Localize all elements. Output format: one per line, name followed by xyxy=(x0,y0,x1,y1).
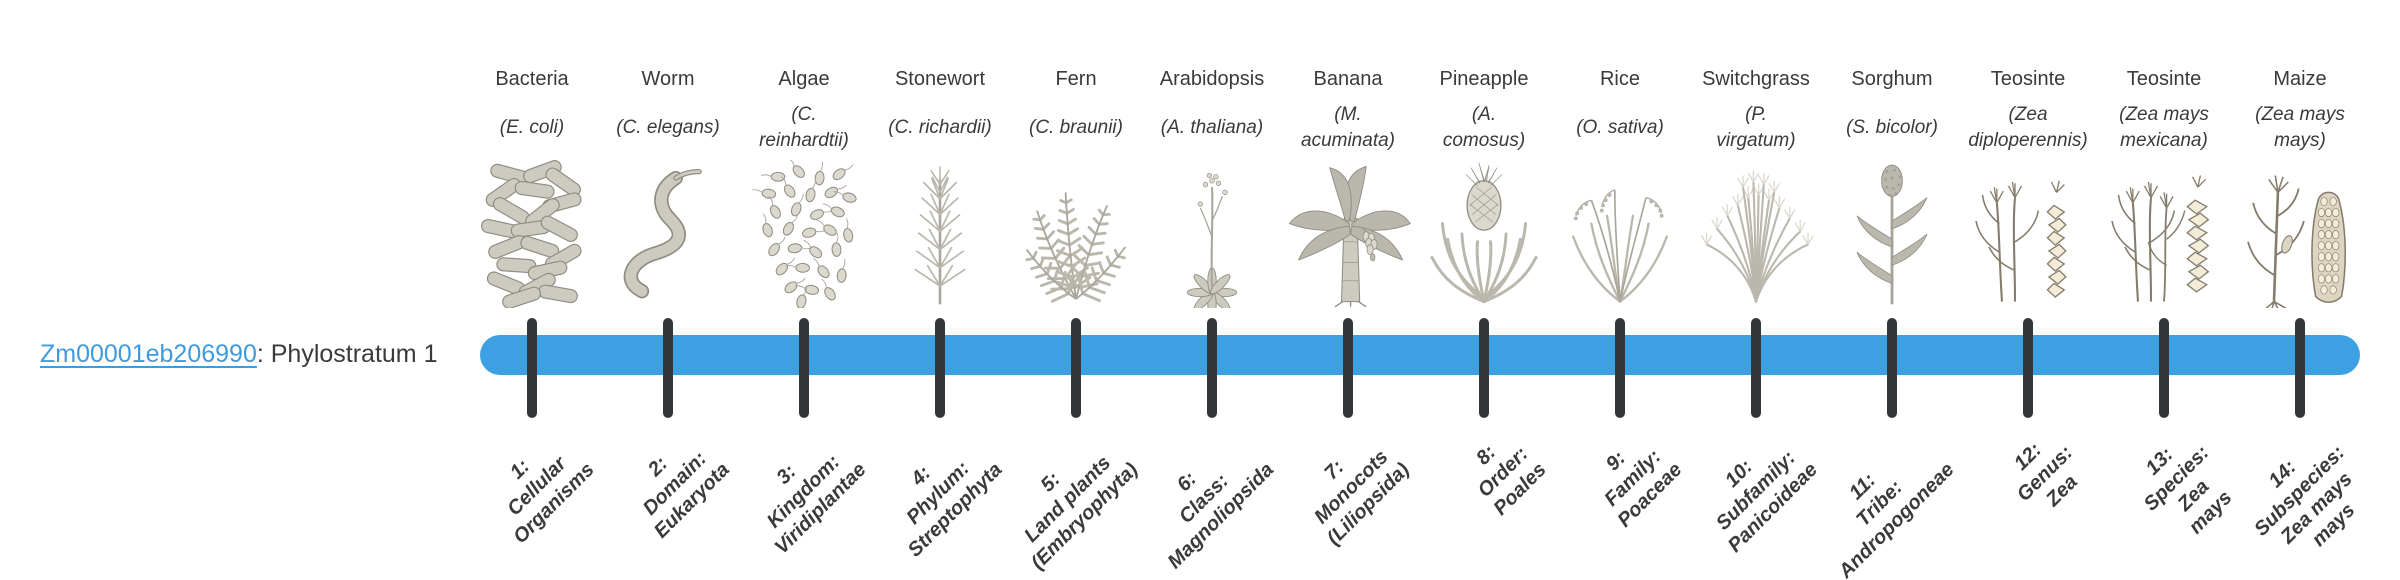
phylostratum-tick-3 xyxy=(799,318,809,418)
rice-icon xyxy=(1555,160,1685,308)
organism-scientific-name: (Zea mays mexicana) xyxy=(2119,104,2209,151)
stonewort-icon xyxy=(875,160,1005,308)
organism-name: Worm xyxy=(641,68,695,90)
organism-name: Banana xyxy=(1313,68,1383,90)
phylostratum-tick-5 xyxy=(1071,318,1081,418)
phylostratum-label: 14: Subspecies: Zea mays mays xyxy=(2250,441,2360,551)
maize-icon xyxy=(2235,160,2365,308)
phylostratum-label: 1: Cellular Organisms xyxy=(502,452,599,549)
algae-icon xyxy=(739,160,869,308)
banana-icon xyxy=(1283,160,1413,308)
row-label: Zm00001eb206990: Phylostratum 1 xyxy=(40,339,438,369)
organism-scientific-name: (Zea diploperennis) xyxy=(1968,104,2088,151)
organism-scientific-name: (A. thaliana) xyxy=(1160,117,1264,138)
phylostratum-label: 13: Species: Zea mays xyxy=(2139,441,2237,539)
phylostratum-tick-11 xyxy=(1887,318,1897,418)
gene-id-link[interactable]: Zm00001eb206990 xyxy=(40,340,257,368)
organism-scientific-name: (P. virgatum) xyxy=(1716,104,1796,151)
sorghum-icon xyxy=(1827,160,1957,308)
phylostratum-label: 11: Tribe: Andropogoneae xyxy=(1834,458,1959,580)
phylostratum-tick-14 xyxy=(2295,318,2305,418)
organism-column-6: Arabidopsis (A. thaliana) xyxy=(1137,66,1287,308)
organism-scientific-name: (S. bicolor) xyxy=(1846,117,1938,138)
organism-scientific-name: (A. comosus) xyxy=(1442,104,1526,151)
phylostratum-label: 7: Monocots (Liliopsida) xyxy=(1310,446,1415,550)
organism-scientific-name: (O. sativa) xyxy=(1576,117,1664,138)
organism-scientific-name: (C. braunii) xyxy=(1029,117,1123,138)
phylostratum-tick-8 xyxy=(1479,318,1489,418)
phylostratum-tick-7 xyxy=(1343,318,1353,418)
organism-scientific-name: (E. coli) xyxy=(499,117,565,138)
organism-name: Maize xyxy=(2273,68,2327,90)
organism-column-11: Sorghum (S. bicolor) xyxy=(1817,66,1967,308)
organism-column-9: Rice (O. sativa) xyxy=(1545,66,1695,308)
organism-scientific-name: (C. elegans) xyxy=(616,117,720,138)
organism-scientific-name: (C. reinhardtii) xyxy=(759,104,849,151)
organism-scientific-name: (C. richardii) xyxy=(888,117,992,138)
organism-column-10: Switchgrass (P. virgatum) xyxy=(1681,66,1831,308)
fern-icon xyxy=(1011,160,1141,308)
organism-column-1: Bacteria (E. coli) xyxy=(457,66,607,308)
organism-scientific-name: (M. acuminata) xyxy=(1301,104,1395,151)
organism-name: Pineapple xyxy=(1439,68,1529,90)
switchgrass-icon xyxy=(1691,160,1821,308)
phylostratum-tick-1 xyxy=(527,318,537,418)
teosinte-mexicana-icon xyxy=(2099,160,2229,308)
organism-column-3: Algae (C. reinhardtii) xyxy=(729,66,879,308)
organism-column-2: Worm (C. elegans) xyxy=(593,66,743,308)
organism-column-7: Banana (M. acuminata) xyxy=(1273,66,1423,308)
phylostratum-label: 3: Kingdom: Viridiplantae xyxy=(762,450,871,559)
timeline-bar xyxy=(480,335,2360,375)
phylostratum-tick-12 xyxy=(2023,318,2033,418)
organism-scientific-name: (Zea mays mays) xyxy=(2255,104,2345,151)
phylostratum-tick-2 xyxy=(663,318,673,418)
organism-column-5: Fern (C. braunii) xyxy=(1001,66,1151,308)
phylostratum-tick-10 xyxy=(1751,318,1761,418)
organism-name: Fern xyxy=(1055,68,1097,90)
phylostratum-tick-4 xyxy=(935,318,945,418)
organism-name: Arabidopsis xyxy=(1159,68,1265,90)
organism-name: Bacteria xyxy=(495,68,569,90)
phylostratum-label: 2: Domain: Eukaryota xyxy=(639,447,735,543)
phylostratum-label: 10: Subfamily: Panicoideae xyxy=(1712,446,1823,557)
phylostratum-label: 12: Genus: Zea xyxy=(2010,438,2083,511)
phylostratum-label: 8: Order: Poales xyxy=(1471,441,1551,520)
phylostratum-tick-6 xyxy=(1207,318,1217,418)
organism-column-8: Pineapple (A. comosus) xyxy=(1409,66,1559,308)
teosinte-diploperennis-icon xyxy=(1963,160,2093,308)
organism-name: Algae xyxy=(778,68,830,90)
organism-column-4: Stonewort (C. richardii) xyxy=(865,66,1015,308)
phylostratum-label: 9: Family: Poaceae xyxy=(1600,445,1687,532)
phylostratum-tick-13 xyxy=(2159,318,2169,418)
pineapple-icon xyxy=(1419,160,1549,308)
organism-name: Switchgrass xyxy=(1702,68,1810,90)
organism-name: Sorghum xyxy=(1851,68,1933,90)
phylostratum-label: 5: Land plants (Embryophyta) xyxy=(1020,451,1143,574)
organism-column-12: Teosinte (Zea diploperennis) xyxy=(1953,66,2103,308)
organism-name: Stonewort xyxy=(894,68,986,90)
organism-name: Teosinte xyxy=(2126,68,2202,90)
phylostratum-label: 4: Phylum: Streptophyta xyxy=(902,457,1007,562)
phylostratum-tick-9 xyxy=(1615,318,1625,418)
phylostratum-text: : Phylostratum 1 xyxy=(256,340,438,368)
arabidopsis-icon xyxy=(1147,160,1277,308)
worm-icon xyxy=(603,160,733,308)
bacteria-icon xyxy=(467,160,597,308)
organism-name: Rice xyxy=(1599,68,1640,90)
organism-column-13: Teosinte (Zea mays mexicana) xyxy=(2089,66,2239,308)
organism-name: Teosinte xyxy=(1990,68,2066,90)
organism-column-14: Maize (Zea mays mays) xyxy=(2225,66,2375,308)
phylostratum-label: 6: Class: Magnoliopsida xyxy=(1163,458,1279,574)
